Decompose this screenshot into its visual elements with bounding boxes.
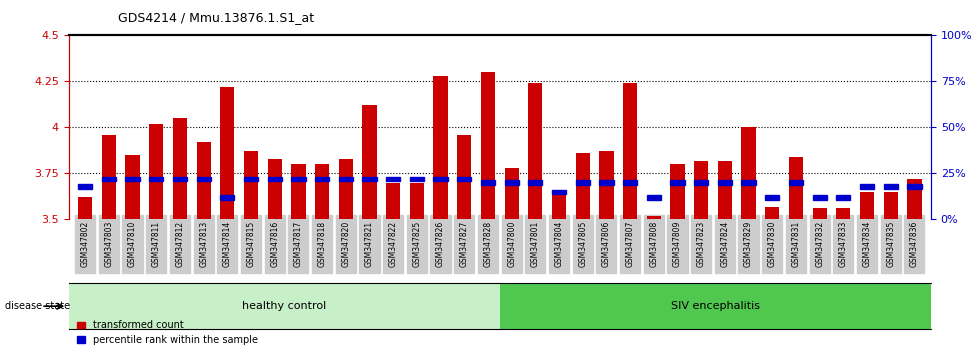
Bar <box>386 177 400 181</box>
Bar <box>528 181 543 185</box>
Bar <box>386 183 400 219</box>
Bar <box>315 164 329 219</box>
Bar <box>884 184 898 189</box>
Bar <box>812 209 827 219</box>
Text: disease state: disease state <box>5 301 70 311</box>
Bar <box>812 195 827 200</box>
Bar <box>647 216 661 219</box>
Bar <box>552 192 566 219</box>
Bar <box>670 164 685 219</box>
Bar <box>102 135 116 219</box>
Bar <box>907 184 921 189</box>
Bar <box>694 181 709 185</box>
Bar <box>505 168 518 219</box>
Bar <box>457 135 471 219</box>
Bar <box>836 195 851 200</box>
Bar <box>859 192 874 219</box>
Bar <box>102 177 116 181</box>
Bar <box>742 181 756 185</box>
Bar <box>339 177 353 181</box>
Bar <box>363 177 376 181</box>
Bar <box>670 181 685 185</box>
Bar <box>907 179 921 219</box>
Bar <box>172 118 187 219</box>
Bar <box>623 181 637 185</box>
Bar <box>647 195 661 200</box>
Bar <box>765 195 779 200</box>
Bar <box>244 152 258 219</box>
Bar <box>410 177 424 181</box>
Bar <box>552 190 566 194</box>
Bar <box>125 177 140 181</box>
Bar <box>694 161 709 219</box>
Bar <box>149 177 164 181</box>
Bar <box>575 181 590 185</box>
Bar <box>457 177 471 181</box>
Bar <box>125 155 140 219</box>
Bar <box>268 159 282 219</box>
Bar <box>789 157 803 219</box>
Bar <box>433 177 448 181</box>
Text: GDS4214 / Mmu.13876.1.S1_at: GDS4214 / Mmu.13876.1.S1_at <box>118 11 314 24</box>
Bar <box>884 192 898 219</box>
Bar <box>197 177 211 181</box>
Bar <box>268 177 282 181</box>
Bar <box>742 127 756 219</box>
Bar <box>600 181 613 185</box>
Bar <box>789 181 803 185</box>
Bar <box>244 177 258 181</box>
Bar <box>481 72 495 219</box>
Bar <box>410 183 424 219</box>
Text: SIV encephalitis: SIV encephalitis <box>671 301 760 311</box>
Bar <box>765 207 779 219</box>
Bar <box>291 177 306 181</box>
Text: healthy control: healthy control <box>242 301 326 311</box>
Bar <box>528 83 543 219</box>
Bar <box>197 142 211 219</box>
Bar <box>717 161 732 219</box>
Bar <box>149 124 164 219</box>
Bar <box>339 159 353 219</box>
Bar <box>78 198 92 219</box>
Bar <box>481 181 495 185</box>
Bar <box>315 177 329 181</box>
Bar <box>575 153 590 219</box>
Bar <box>220 195 234 200</box>
Bar <box>363 105 376 219</box>
Bar <box>859 184 874 189</box>
Bar <box>433 76 448 219</box>
Bar <box>78 184 92 189</box>
Bar <box>505 181 518 185</box>
Bar <box>220 87 234 219</box>
Bar <box>600 152 613 219</box>
Bar <box>717 181 732 185</box>
Bar <box>623 83 637 219</box>
Bar <box>836 209 851 219</box>
Legend: transformed count, percentile rank within the sample: transformed count, percentile rank withi… <box>74 316 262 349</box>
Bar <box>291 164 306 219</box>
Bar <box>172 177 187 181</box>
